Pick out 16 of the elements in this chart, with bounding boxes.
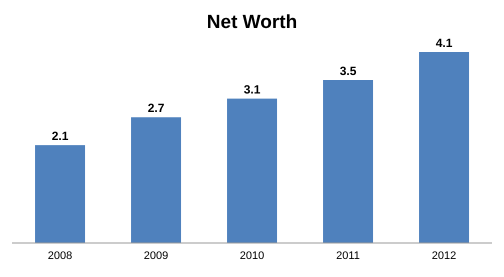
- data-label: 2.1: [52, 129, 69, 144]
- bar: [35, 145, 86, 243]
- bar: [131, 117, 182, 243]
- bar: [323, 80, 374, 243]
- bar: [419, 52, 470, 243]
- data-label: 3.1: [244, 82, 261, 97]
- data-label: 4.1: [436, 36, 453, 50]
- data-label: 3.5: [340, 64, 357, 78]
- x-tick-label: 2009: [144, 250, 168, 262]
- chart-title: Net Worth: [206, 12, 298, 33]
- x-tick-label: 2011: [336, 250, 360, 262]
- x-tick-label: 2012: [432, 250, 456, 262]
- x-tick-label: 2010: [240, 250, 264, 262]
- x-tick-label: 2008: [48, 250, 72, 262]
- bar: [227, 98, 278, 243]
- data-label: 2.7: [148, 101, 165, 116]
